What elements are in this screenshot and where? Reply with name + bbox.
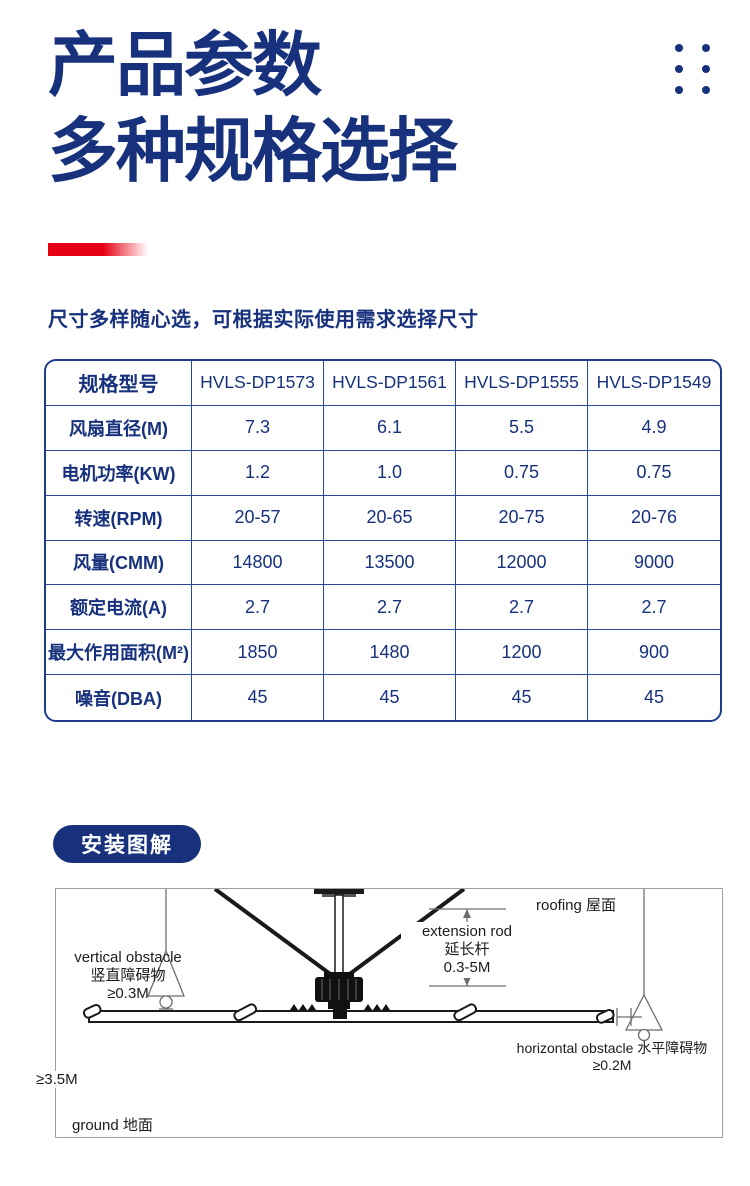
table-header-cell: HVLS-DP1573 [192, 361, 324, 406]
dot [675, 65, 683, 73]
horizontal-obstacle-min: ≥0.2M [592, 1057, 632, 1073]
dot [702, 65, 710, 73]
vertical-obstacle-min: ≥0.3M [107, 985, 149, 1002]
value-cell: 2.7 [588, 585, 720, 631]
value-cell: 2.7 [192, 585, 324, 631]
roofing-label: roofing 屋面 [536, 897, 617, 914]
value-cell: 6.1 [324, 405, 456, 451]
row-label-cell: 最大作用面积(M²) [46, 630, 192, 676]
value-cell: 20-57 [192, 495, 324, 541]
value-cell: 1850 [192, 630, 324, 676]
table-header-cell: HVLS-DP1555 [456, 361, 588, 406]
value-cell: 1480 [324, 630, 456, 676]
extension-rod-range: 0.3-5M [443, 959, 491, 976]
red-accent-bar [48, 243, 148, 256]
value-cell: 5.5 [456, 405, 588, 451]
value-cell: 20-75 [456, 495, 588, 541]
horizontal-obstacle-label: horizontal obstacle 水平障碍物 ≥0.2M [503, 1040, 721, 1074]
value-cell: 45 [456, 675, 588, 720]
extension-rod-cn: 延长杆 [444, 941, 490, 958]
page-title-line2: 多种规格选择 [48, 112, 458, 190]
subtitle: 尺寸多样随心选，可根据实际使用需求选择尺寸 [48, 309, 479, 331]
table-header-cell: HVLS-DP1549 [588, 361, 720, 406]
value-cell: 7.3 [192, 405, 324, 451]
menu-dots-icon [675, 44, 710, 94]
extension-rod-label: extension rod 延长杆 0.3-5M [401, 922, 533, 978]
dot [702, 86, 710, 94]
spec-table: 规格型号 HVLS-DP1573 HVLS-DP1561 HVLS-DP1555… [44, 359, 722, 722]
page-title-line1: 产品参数 [48, 26, 322, 104]
row-label-cell: 噪音(DBA) [46, 675, 192, 720]
page-title: 产品参数 多种规格选择 [48, 22, 458, 194]
ground-label: ground 地面 [72, 1117, 153, 1134]
value-cell: 45 [192, 675, 324, 720]
row-label-cell: 电机功率(KW) [46, 450, 192, 496]
min-height-label: ≥3.5M [33, 1071, 81, 1088]
install-diagram: roofing 屋面 extension rod 延长杆 0.3-5M vert… [55, 888, 723, 1138]
value-cell: 2.7 [456, 585, 588, 631]
vertical-obstacle-cn: 竖直障碍物 [90, 967, 166, 984]
install-diagram-button[interactable]: 安装图解 [53, 825, 201, 863]
row-label-cell: 额定电流(A) [46, 585, 192, 631]
row-label-cell: 风量(CMM) [46, 540, 192, 586]
value-cell: 14800 [192, 540, 324, 586]
dot [675, 86, 683, 94]
dot [702, 44, 710, 52]
fan-diagram-art [82, 889, 664, 1042]
value-cell: 2.7 [324, 585, 456, 631]
row-label-cell: 转速(RPM) [46, 495, 192, 541]
extension-rod-en: extension rod [421, 923, 513, 940]
value-cell: 900 [588, 630, 720, 676]
value-cell: 1200 [456, 630, 588, 676]
row-label-cell: 风扇直径(M) [46, 405, 192, 451]
value-cell: 12000 [456, 540, 588, 586]
value-cell: 0.75 [456, 450, 588, 496]
horizontal-obstacle-text: horizontal obstacle 水平障碍物 [516, 1040, 708, 1056]
value-cell: 0.75 [588, 451, 720, 496]
value-cell: 9000 [588, 541, 720, 586]
table-header-cell: 规格型号 [46, 361, 192, 406]
value-cell: 4.9 [588, 406, 720, 451]
value-cell: 1.0 [324, 450, 456, 496]
value-cell: 13500 [324, 540, 456, 586]
value-cell: 1.2 [192, 450, 324, 496]
vertical-obstacle-label: vertical obstacle 竖直障碍物 ≥0.3M [58, 949, 198, 1003]
value-cell: 20-65 [324, 495, 456, 541]
table-header-cell: HVLS-DP1561 [324, 361, 456, 406]
vertical-obstacle-en: vertical obstacle [74, 949, 182, 966]
dot [675, 44, 683, 52]
value-cell: 45 [324, 675, 456, 720]
value-cell: 45 [643, 687, 665, 708]
value-cell: 20-76 [588, 496, 720, 541]
